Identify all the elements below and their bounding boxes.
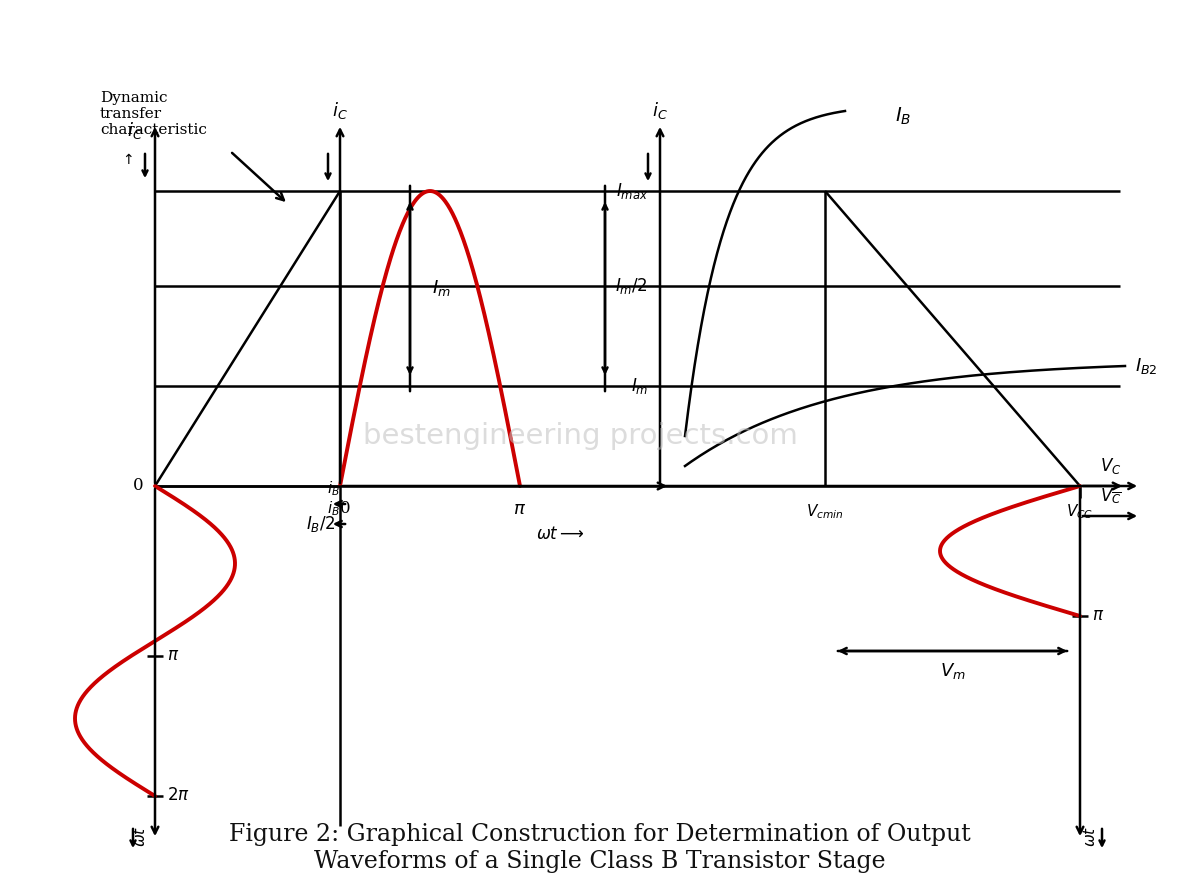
Text: $V_{CC}$: $V_{CC}$ (1067, 502, 1093, 520)
Text: $i_C$: $i_C$ (127, 120, 143, 141)
Text: $I_{max}$: $I_{max}$ (616, 181, 648, 201)
Text: $i_C$: $i_C$ (652, 100, 668, 121)
Text: 0: 0 (340, 500, 350, 517)
Text: $i_C$: $i_C$ (332, 100, 348, 121)
Text: $\omega t$: $\omega t$ (132, 826, 148, 847)
Text: $2\pi$: $2\pi$ (167, 788, 190, 804)
Text: $I_m$: $I_m$ (630, 376, 648, 396)
Text: $\uparrow$: $\uparrow$ (120, 152, 133, 167)
Text: $I_m/2$: $I_m/2$ (616, 276, 648, 296)
Text: $\pi$: $\pi$ (514, 500, 527, 518)
Text: Figure 2: Graphical Construction for Determination of Output
Waveforms of a Sing: Figure 2: Graphical Construction for Det… (229, 823, 971, 872)
Text: bestengineering projects.com: bestengineering projects.com (362, 422, 798, 450)
Text: $\omega t$: $\omega t$ (1082, 826, 1098, 847)
Text: Dynamic
transfer
characteristic: Dynamic transfer characteristic (100, 91, 206, 138)
Text: 0: 0 (132, 477, 143, 494)
Text: $V_m$: $V_m$ (940, 661, 965, 681)
Text: $\pi$: $\pi$ (1092, 607, 1104, 625)
Text: $V_{cmin}$: $V_{cmin}$ (806, 502, 844, 520)
Text: $I_B$: $I_B$ (895, 105, 911, 127)
Text: $I_{B2}$: $I_{B2}$ (1135, 356, 1158, 376)
Text: $I_B/2$: $I_B/2$ (306, 514, 335, 534)
Text: $\pi$: $\pi$ (167, 647, 179, 665)
Text: $V_C$: $V_C$ (1100, 456, 1122, 476)
Text: $i_B$: $i_B$ (328, 499, 340, 518)
Text: $I_m$: $I_m$ (432, 279, 451, 299)
Text: $\omega t \longrightarrow$: $\omega t \longrightarrow$ (535, 526, 584, 543)
Text: $V_{\overline{C}}$: $V_{\overline{C}}$ (1100, 486, 1122, 506)
Text: $i_B$: $i_B$ (328, 479, 340, 498)
